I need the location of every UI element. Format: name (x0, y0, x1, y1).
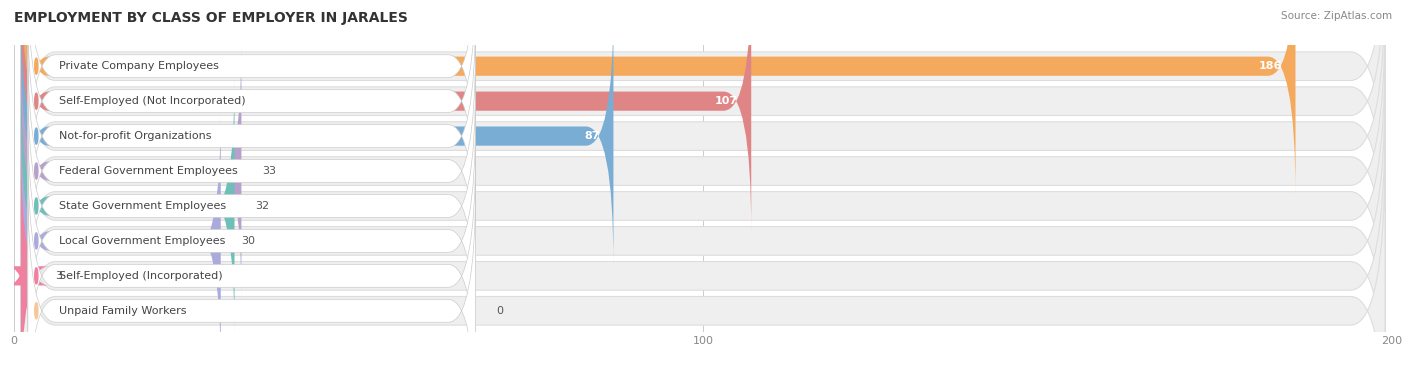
Circle shape (35, 233, 38, 249)
Text: 32: 32 (256, 201, 270, 211)
Text: Source: ZipAtlas.com: Source: ZipAtlas.com (1281, 11, 1392, 21)
Circle shape (35, 198, 38, 214)
Circle shape (35, 303, 38, 319)
Text: 87: 87 (583, 131, 599, 141)
FancyBboxPatch shape (21, 11, 1385, 331)
Text: Local Government Employees: Local Government Employees (59, 236, 225, 246)
FancyBboxPatch shape (28, 0, 475, 195)
FancyBboxPatch shape (28, 43, 475, 299)
FancyBboxPatch shape (21, 0, 1385, 227)
Text: Self-Employed (Not Incorporated): Self-Employed (Not Incorporated) (59, 96, 245, 106)
Text: Private Company Employees: Private Company Employees (59, 61, 218, 71)
FancyBboxPatch shape (21, 81, 1385, 377)
FancyBboxPatch shape (28, 0, 475, 230)
FancyBboxPatch shape (21, 0, 751, 231)
Text: 33: 33 (262, 166, 276, 176)
FancyBboxPatch shape (21, 115, 1385, 377)
Text: Unpaid Family Workers: Unpaid Family Workers (59, 306, 186, 316)
FancyBboxPatch shape (21, 0, 1385, 262)
Text: EMPLOYMENT BY CLASS OF EMPLOYER IN JARALES: EMPLOYMENT BY CLASS OF EMPLOYER IN JARAL… (14, 11, 408, 25)
FancyBboxPatch shape (28, 78, 475, 334)
FancyBboxPatch shape (21, 0, 1385, 296)
Text: 0: 0 (496, 306, 503, 316)
Circle shape (35, 58, 38, 74)
FancyBboxPatch shape (28, 113, 475, 369)
FancyBboxPatch shape (21, 0, 1295, 196)
FancyBboxPatch shape (7, 146, 48, 377)
Text: Self-Employed (Incorporated): Self-Employed (Incorporated) (59, 271, 222, 281)
Text: State Government Employees: State Government Employees (59, 201, 226, 211)
FancyBboxPatch shape (21, 111, 221, 371)
Circle shape (35, 163, 38, 179)
FancyBboxPatch shape (21, 46, 1385, 366)
Circle shape (35, 128, 38, 144)
Text: 107: 107 (714, 96, 738, 106)
Circle shape (35, 268, 38, 284)
Circle shape (35, 93, 38, 109)
Text: Federal Government Employees: Federal Government Employees (59, 166, 238, 176)
FancyBboxPatch shape (28, 182, 475, 377)
FancyBboxPatch shape (21, 150, 1385, 377)
FancyBboxPatch shape (28, 147, 475, 377)
FancyBboxPatch shape (28, 8, 475, 264)
Text: 3: 3 (55, 271, 62, 281)
Text: 30: 30 (242, 236, 256, 246)
Text: Not-for-profit Organizations: Not-for-profit Organizations (59, 131, 211, 141)
FancyBboxPatch shape (21, 6, 613, 266)
FancyBboxPatch shape (21, 41, 242, 301)
FancyBboxPatch shape (21, 76, 235, 336)
Text: 186: 186 (1258, 61, 1282, 71)
